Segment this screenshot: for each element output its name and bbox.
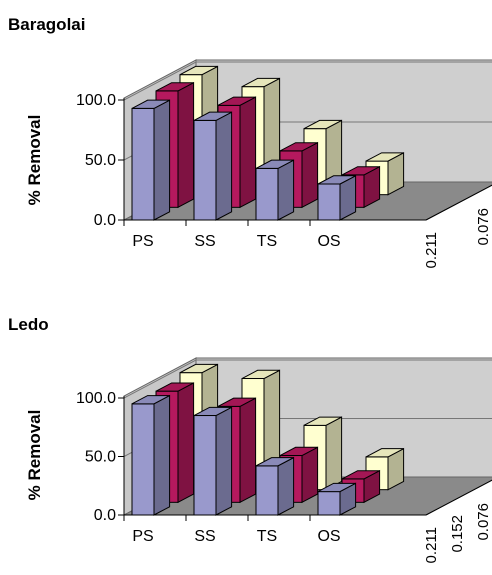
bar-top	[155, 82, 194, 92]
bar-top	[303, 119, 342, 130]
bar-top	[341, 166, 380, 176]
chart-title: Ledo	[8, 315, 49, 334]
bar-top	[279, 142, 318, 152]
chart-title: Baragolai	[8, 15, 85, 34]
bar-front	[255, 465, 279, 516]
depth-tick-label: 0.076	[475, 208, 492, 246]
bar-top	[131, 395, 170, 405]
bar-top	[365, 152, 404, 162]
bar-top	[255, 457, 294, 467]
chart-panel-ledo: Ledo % Removal 0.0 50.0 100.0 PS SS TS OS 0.211…	[8, 315, 492, 563]
bar-side	[277, 159, 295, 221]
depth-tick-label: 0.076	[475, 503, 492, 541]
bar-front	[255, 167, 279, 221]
bar-front	[131, 403, 155, 516]
bar-front	[317, 183, 341, 221]
y-tick-label: 100.0	[76, 92, 116, 109]
bar-front	[193, 415, 217, 516]
bar-side	[177, 382, 195, 504]
chart-panel-baragolai: Baragolai % Removal 0.0 50.0 100.0 PS SS TS OS…	[8, 15, 492, 268]
bar	[255, 456, 295, 516]
y-axis-label: % Removal	[25, 410, 44, 501]
bar	[317, 482, 357, 516]
bar-side	[153, 394, 171, 516]
bar	[317, 174, 357, 221]
bar-top	[317, 482, 356, 493]
bar-side	[215, 111, 233, 221]
bar-side	[239, 96, 257, 209]
bar	[255, 159, 295, 221]
x-tick-label: TS	[257, 233, 277, 250]
bar-side	[177, 81, 195, 209]
bar	[193, 111, 233, 221]
x-tick-label: OS	[317, 233, 340, 250]
bar-top	[241, 369, 280, 380]
bar-top	[155, 382, 194, 392]
bar-front	[131, 107, 155, 221]
y-axis-label: % Removal	[25, 115, 44, 206]
bar-side	[325, 416, 343, 491]
bar-front	[317, 491, 341, 516]
bar-top	[131, 99, 170, 109]
bar-top	[365, 448, 404, 458]
bar	[131, 99, 171, 221]
x-tick-label: PS	[132, 233, 153, 250]
x-tick-label: OS	[317, 528, 340, 545]
y-tick-label: 0.0	[94, 507, 116, 524]
x-tick-label: PS	[132, 528, 153, 545]
bar-side	[301, 141, 319, 209]
bar-top	[241, 77, 280, 88]
bar-top	[279, 446, 318, 457]
x-tick-label: SS	[194, 233, 215, 250]
gridline	[123, 359, 492, 399]
bar-side	[215, 406, 233, 516]
y-tick-label: 100.0	[76, 390, 116, 407]
bar-top	[193, 111, 232, 121]
bar-top	[303, 416, 342, 426]
bar-top	[255, 159, 294, 169]
bar-top	[217, 96, 256, 106]
depth-axis-line	[425, 184, 492, 221]
gridline	[123, 61, 492, 101]
bar-top	[341, 470, 380, 480]
bar-front	[193, 119, 217, 221]
bar-top	[193, 406, 232, 417]
bar-top	[317, 175, 356, 185]
depth-axis-line	[425, 479, 492, 516]
bar-top	[217, 397, 256, 407]
x-tick-label: TS	[257, 528, 277, 545]
bar-top	[179, 65, 218, 76]
bar-side	[153, 99, 171, 221]
bar	[131, 394, 171, 516]
y-tick-label: 50.0	[85, 152, 116, 169]
y-tick-label: 50.0	[85, 449, 116, 466]
bar-side	[239, 397, 257, 504]
bar	[193, 406, 233, 516]
depth-tick-label: 0.211	[423, 232, 440, 268]
depth-tick-label: 0.211	[423, 527, 440, 563]
bar-top	[179, 363, 218, 374]
x-tick-label: SS	[194, 528, 215, 545]
depth-tick-label: 0.152	[449, 515, 466, 553]
bar-side	[277, 456, 295, 516]
y-tick-label: 0.0	[94, 212, 116, 229]
bar-side	[301, 446, 319, 504]
